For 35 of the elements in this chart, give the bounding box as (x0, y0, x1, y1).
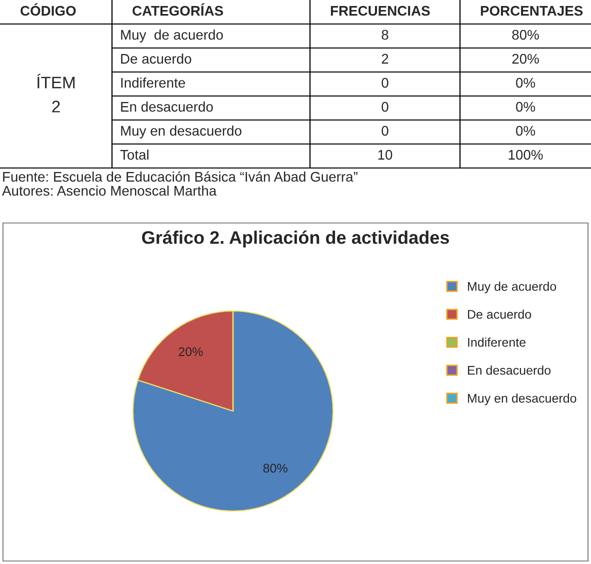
text: En desacuerdo (121, 102, 213, 112)
text: Indiferente (121, 78, 186, 88)
legend-label: Muy en desacuerdo (468, 394, 576, 406)
text: PORCENTAJES (480, 6, 583, 16)
text: ÍTEM (37, 74, 75, 88)
text: 80% (512, 30, 539, 40)
text: 20% (512, 54, 539, 64)
text: 2 (52, 100, 60, 112)
legend-label: Indiferente (468, 338, 526, 347)
text: Autores: Asencio Menoscal Martha (2, 186, 217, 196)
text: 2 (382, 54, 388, 64)
text: CATEGORÍAS (132, 3, 224, 16)
text: De acuerdo (121, 54, 192, 64)
text: 0% (516, 78, 536, 88)
text: 0 (382, 78, 388, 88)
text: 0 (382, 126, 388, 136)
text: Total (120, 150, 148, 160)
text: 0 (382, 102, 388, 112)
chart-title: Gráfico 2. Aplicación de actividades (142, 230, 449, 248)
legend-label: Muy de acuerdo (468, 282, 556, 294)
data-label: 20% (178, 347, 203, 356)
text: 10 (378, 150, 392, 160)
data-label: 80% (263, 464, 288, 473)
text: 100% (508, 150, 543, 160)
text: FRECUENCIAS (330, 6, 430, 16)
text: CÓDIGO (20, 3, 76, 16)
source-note: Fuente: Escuela de Educación Básica “Iván Abad Guerra” (3, 171, 358, 182)
text: 8 (382, 30, 388, 40)
pie-slice (132, 310, 334, 512)
text: Muy en desacuerdo (121, 126, 242, 138)
text: Muy de acuerdo (121, 30, 223, 42)
legend-label: En desacuerdo (468, 366, 551, 375)
text: 0% (516, 126, 536, 136)
text: 0% (516, 102, 536, 112)
legend-label: De acuerdo (468, 310, 532, 319)
